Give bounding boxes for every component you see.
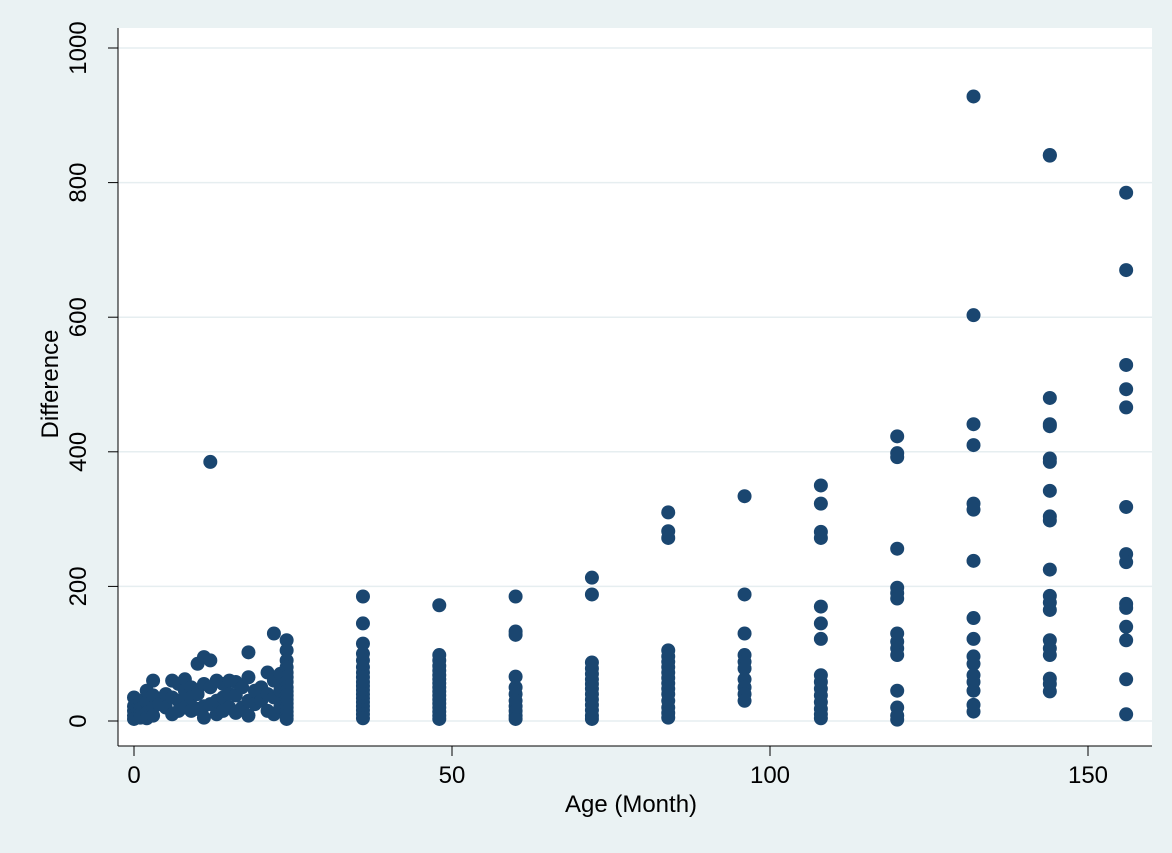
x-tick-label: 0 — [127, 762, 140, 789]
data-point — [1119, 185, 1134, 200]
data-point — [355, 616, 370, 631]
data-point — [966, 438, 981, 453]
data-point — [661, 505, 676, 520]
data-point — [966, 611, 981, 626]
data-point — [279, 711, 294, 726]
data-point — [279, 633, 294, 648]
x-axis-label: Age (Month) — [565, 791, 697, 818]
data-point — [1119, 263, 1134, 278]
data-point — [966, 308, 981, 323]
data-point — [966, 656, 981, 671]
data-point — [966, 631, 981, 646]
data-point — [584, 587, 599, 602]
data-point — [737, 587, 752, 602]
data-point — [1119, 633, 1134, 648]
data-point — [1119, 400, 1134, 415]
data-point — [813, 496, 828, 511]
data-point — [279, 643, 294, 658]
data-point — [813, 478, 828, 493]
data-point — [203, 454, 218, 469]
y-tick-label: 600 — [65, 297, 92, 337]
data-point — [508, 589, 523, 604]
data-point — [737, 661, 752, 676]
data-point — [1042, 602, 1057, 617]
data-point — [508, 669, 523, 684]
data-point — [146, 708, 161, 723]
data-point — [890, 541, 905, 556]
data-point — [1042, 454, 1057, 469]
data-point — [584, 570, 599, 585]
data-point — [890, 712, 905, 727]
data-point — [1042, 648, 1057, 663]
data-point — [737, 489, 752, 504]
data-point — [1119, 499, 1134, 514]
data-point — [813, 599, 828, 614]
data-point — [355, 636, 370, 651]
data-point — [1042, 513, 1057, 528]
y-axis-label: Difference — [37, 330, 64, 439]
data-point — [432, 598, 447, 613]
y-tick-label: 200 — [65, 566, 92, 606]
data-point — [355, 711, 370, 726]
data-point — [1119, 555, 1134, 570]
data-point — [737, 693, 752, 708]
data-points — [127, 89, 1134, 727]
data-point — [1119, 707, 1134, 722]
data-point — [203, 653, 218, 668]
data-point — [1119, 619, 1134, 634]
tick-marks-and-labels: 0 200 400 600 800 1000 0 50 100 150 — [65, 21, 1108, 789]
data-point — [1042, 483, 1057, 498]
data-point — [146, 673, 161, 688]
data-point — [813, 631, 828, 646]
data-point — [235, 680, 250, 695]
x-tick-label: 150 — [1068, 762, 1108, 789]
data-point — [966, 553, 981, 568]
data-point — [584, 711, 599, 726]
y-tick-label: 800 — [65, 163, 92, 203]
data-point — [241, 708, 256, 723]
y-tick-label: 0 — [65, 714, 92, 727]
data-point — [737, 626, 752, 641]
data-point — [890, 429, 905, 444]
data-point — [661, 530, 676, 545]
data-point — [1119, 357, 1134, 372]
x-tick-label: 100 — [750, 762, 790, 789]
data-point — [1042, 562, 1057, 577]
data-point — [508, 711, 523, 726]
data-point — [966, 89, 981, 104]
data-point — [813, 530, 828, 545]
data-point — [890, 450, 905, 465]
data-point — [813, 616, 828, 631]
data-point — [1119, 600, 1134, 615]
axes — [117, 28, 1152, 747]
data-point — [966, 417, 981, 432]
data-point — [813, 711, 828, 726]
data-point — [966, 704, 981, 719]
data-point — [508, 627, 523, 642]
y-tick-label: 1000 — [65, 21, 92, 74]
data-point — [266, 626, 281, 641]
data-point — [890, 591, 905, 606]
y-tick-label: 400 — [65, 432, 92, 472]
x-tick-label: 50 — [439, 762, 466, 789]
data-point — [1042, 684, 1057, 699]
data-point — [1042, 419, 1057, 434]
data-point — [241, 670, 256, 685]
data-point — [890, 683, 905, 698]
data-point — [1119, 672, 1134, 687]
data-point — [1042, 390, 1057, 405]
data-point — [1119, 382, 1134, 397]
data-point — [966, 502, 981, 517]
data-point — [190, 687, 205, 702]
data-point — [432, 711, 447, 726]
data-point — [966, 683, 981, 698]
data-point — [890, 648, 905, 663]
data-point — [1042, 148, 1057, 163]
data-point — [355, 589, 370, 604]
plot-area — [118, 28, 1152, 746]
data-point — [661, 710, 676, 725]
data-point — [241, 645, 256, 660]
data-point — [196, 710, 211, 725]
